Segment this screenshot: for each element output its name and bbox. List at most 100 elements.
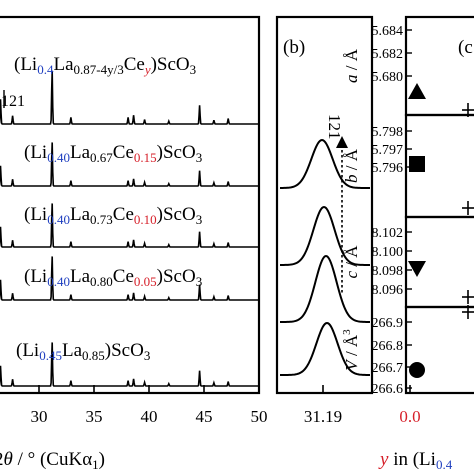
xrd-patterns (0, 70, 259, 387)
panel-c-title: (c (458, 37, 473, 58)
data-marker-triangle-down (408, 261, 426, 277)
y-tick-label: 5.798 (372, 125, 404, 140)
ylabel-unit: / Å (342, 334, 361, 360)
series-label-part: 3 (144, 348, 151, 363)
panel-b-peak-curve (279, 138, 370, 189)
x-tick-label: 50 (251, 407, 268, 426)
series-label-part: 0.85 (82, 348, 105, 363)
x-tick-label: 30 (31, 407, 48, 426)
series-label: (Li0.45La0.85)ScO3 (16, 340, 150, 363)
panel-b-peaks (279, 138, 371, 376)
series-labels: (Li0.40La0.67Ce0.15)ScO3(Li0.40La0.73Ce0… (16, 142, 202, 363)
series-label-part: Ce (113, 204, 134, 225)
panel-a-x-ticks: 30 35 40 45 50 (31, 385, 268, 426)
series-label-part: )ScO (157, 142, 196, 163)
shift-arrow-head (336, 136, 348, 148)
panel-b-peak-label: 121 (325, 114, 344, 140)
series-label-part: La (70, 266, 91, 287)
series-label-part: )ScO (105, 340, 144, 361)
series-label-part: 0.40 (47, 150, 70, 165)
panel-b-frame (275, 15, 374, 395)
ylabel-var: a (342, 75, 361, 84)
y-tick-label: 5.680 (372, 70, 404, 85)
series-label-part: 0.45 (39, 348, 62, 363)
series-label-part: )ScO (157, 266, 196, 287)
data-marker-triangle-up (408, 83, 426, 99)
panel-c-x-tick-label: 0.0 (399, 407, 420, 426)
ylabel-unit: / Å (342, 245, 361, 271)
x-tick-label: 40 (141, 407, 158, 426)
y-tick-label: 8.100 (372, 245, 404, 260)
ylabel-var: c (342, 271, 361, 279)
series-label-part: 0.73 (90, 212, 113, 227)
ylabel-var: V (342, 358, 361, 371)
panel-a-xlabel: 2θ / ° (CuKα1) (0, 449, 105, 472)
series-label-part: 3 (196, 274, 203, 289)
data-marker-square (409, 156, 425, 172)
panel-c-xlabel: y in (Li0.4 (378, 449, 453, 472)
series-label-part: 0.67 (90, 150, 113, 165)
series-label-part: 0.05 (134, 274, 157, 289)
series-label-part: Ce (113, 142, 134, 163)
series-label-part: 3 (196, 150, 203, 165)
series-label-part: 0.15 (134, 150, 157, 165)
xrd-pattern-line (0, 256, 259, 301)
ylabel-unit: / Å (342, 148, 361, 174)
series-label-part: (Li (24, 204, 47, 225)
peak-121-label: 121 (1, 93, 25, 110)
series-label-part: La (62, 340, 83, 361)
ylabel-unit: / Å (342, 48, 361, 74)
panel-b-peak-curve (279, 205, 371, 266)
xrd-pattern-line (0, 70, 259, 125)
y-tick-label: 266.8 (372, 339, 404, 354)
panel-b-title: (b) (283, 37, 305, 58)
y-tick-label: 266.6 (372, 382, 404, 397)
series-label-part: (Li (24, 266, 47, 287)
panel-c-subplot-frame (404, 305, 474, 395)
series-label: (Li0.40La0.67Ce0.15)ScO3 (24, 142, 202, 165)
series-label-part: 0.40 (47, 212, 70, 227)
panel-b-x-tick-label: 31.19 (304, 407, 342, 426)
panel-c-ylabel: V / Å3 (341, 329, 361, 371)
series-label-part: )ScO (157, 204, 196, 225)
panel-c-subplot-frame (404, 15, 474, 117)
series-label-part: 0.40 (47, 274, 70, 289)
series-label-part: La (70, 204, 91, 225)
series-label-part: 0.80 (90, 274, 113, 289)
panel-b-peak-curve (280, 321, 371, 376)
y-tick-label: 5.796 (372, 161, 404, 176)
series-label: (Li0.40La0.73Ce0.10)ScO3 (24, 204, 202, 227)
data-marker-circle (409, 362, 425, 378)
panel-c-subplots: 5.684 5.682 5.680 a / Å 5.798 5.797 5.796 b / Å… (341, 15, 474, 397)
panel-b-peak-curve (280, 254, 371, 323)
ylabel-var: b (342, 175, 361, 184)
panel-b: (b) 121 31.19 (275, 15, 374, 426)
xrd-pattern-line (0, 142, 259, 187)
x-tick-label: 35 (86, 407, 103, 426)
y-tick-label: 8.102 (372, 226, 404, 241)
series-label-part: La (70, 142, 91, 163)
y-tick-label: 266.9 (372, 316, 404, 331)
panel-c-ylabel: a / Å (342, 48, 361, 83)
series-label-part: (Li (16, 340, 39, 361)
panel-c-ylabel: c / Å (342, 245, 361, 279)
ylabel-unit-sup: 3 (341, 329, 353, 335)
series-label-part: Ce (113, 266, 134, 287)
series-label-part: (Li (24, 142, 47, 163)
x-tick-label: 45 (196, 407, 213, 426)
series-label-part: 0.10 (134, 212, 157, 227)
y-tick-label: 5.797 (372, 143, 404, 158)
panel-c-ylabel: b / Å (342, 148, 361, 183)
series-label: (Li0.40La0.80Ce0.05)ScO3 (24, 266, 202, 289)
composition-label: (Li0.4La0.87-4y/3Cey)ScO3 (14, 54, 196, 77)
y-tick-label: 8.096 (372, 283, 404, 298)
panel-c: 5.684 5.682 5.680 a / Å 5.798 5.797 5.796 b / Å… (341, 15, 474, 472)
series-label-part: 3 (196, 212, 203, 227)
y-tick-label: 266.7 (372, 361, 404, 376)
panel-a-frame (0, 15, 261, 395)
y-tick-label: 5.684 (372, 24, 404, 39)
y-tick-label: 8.098 (372, 264, 404, 279)
y-tick-label: 5.682 (372, 47, 404, 62)
